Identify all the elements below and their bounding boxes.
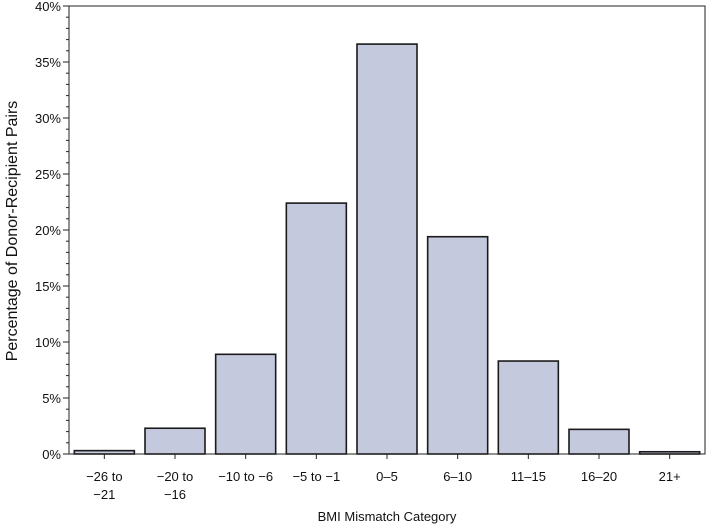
y-tick-label: 10% <box>35 335 61 350</box>
bar <box>73 449 136 455</box>
bar <box>497 360 560 455</box>
bars-group <box>73 43 701 455</box>
bar <box>568 428 630 455</box>
x-tick-label: −10 to −6 <box>218 469 273 484</box>
x-axis-title: BMI Mismatch Category <box>318 509 457 524</box>
plot-frame <box>68 5 706 455</box>
y-tick-label: 25% <box>35 167 61 182</box>
y-axis-title: Percentage of Donor-Recipient Pairs <box>4 101 21 362</box>
bar <box>356 43 418 455</box>
y-tick-label: 35% <box>35 55 61 70</box>
bar <box>285 202 348 455</box>
y-tick-label: 0% <box>42 447 61 462</box>
x-tick-label: −16 <box>164 487 186 502</box>
y-tick-label: 20% <box>35 223 61 238</box>
x-tick-label: −21 <box>93 487 115 502</box>
plot-border <box>68 5 706 455</box>
y-tick-label: 40% <box>35 0 61 14</box>
x-tick-label: −20 to <box>157 469 194 484</box>
x-tick-label: 6–10 <box>443 469 472 484</box>
y-tick-label: 15% <box>35 279 61 294</box>
bar <box>214 353 277 455</box>
x-tick-label: 21+ <box>659 469 681 484</box>
y-tick-label: 30% <box>35 111 61 126</box>
bar <box>144 427 206 455</box>
x-tick-label: 0–5 <box>376 469 398 484</box>
x-tick-label: 11–15 <box>511 469 546 484</box>
x-tick-label: −5 to −1 <box>292 469 340 484</box>
y-tick-label: 5% <box>42 391 61 406</box>
x-tick-label: −26 to <box>86 469 123 484</box>
x-tick-label: 16–20 <box>581 469 617 484</box>
bar <box>426 235 489 455</box>
y-axis-ticks: 0% 5% 10% 15% 20% 25% 30% 35% 40% <box>35 0 69 462</box>
x-axis-labels: −26 to −21 −20 to −16 −10 to −6 −5 to −1 0–5 6–… <box>86 454 681 502</box>
